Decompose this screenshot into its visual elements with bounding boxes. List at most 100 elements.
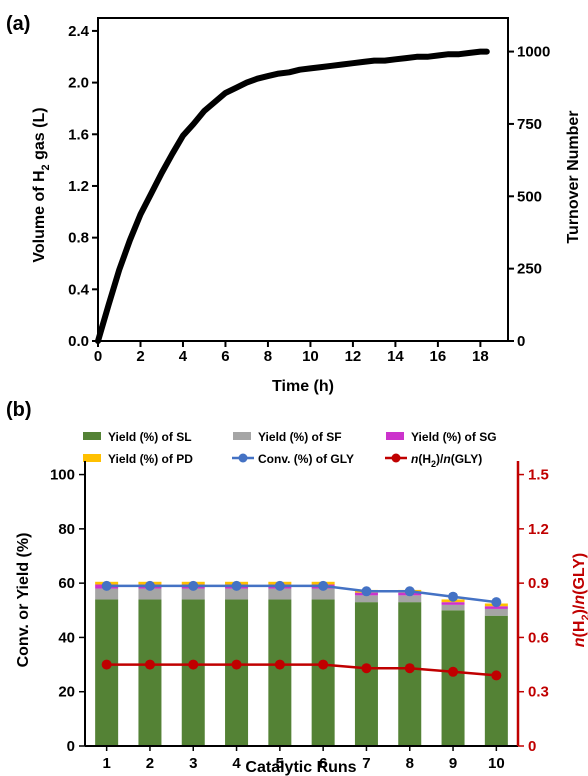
- panel-b-bar-segment: [181, 588, 205, 600]
- panel-b-series-point: [404, 586, 415, 597]
- panel-a-y-tick-label: 0.8: [68, 230, 89, 247]
- panel-b-x-tick-label: 4: [232, 755, 241, 772]
- panel-a-y-tick-label: 0.0: [68, 333, 89, 350]
- panel-a-y-tick-label: 1.6: [68, 126, 89, 143]
- panel-b-y-tick-label: 60: [58, 575, 75, 592]
- panel-b-bar-segment: [225, 588, 249, 600]
- legend-swatch: [386, 432, 404, 440]
- legend-label: Yield (%) of PD: [108, 452, 193, 466]
- panel-a-x-tick-label: 4: [179, 348, 188, 365]
- panel-a-y-tick-label: 2.4: [68, 23, 90, 40]
- panel-b-bar-segment: [398, 595, 422, 603]
- panel-a-x-tick-label: 6: [221, 348, 229, 365]
- panel-a-y-tick-label: 2.0: [68, 75, 89, 92]
- panel-a-x-tick-label: 2: [136, 348, 144, 365]
- panel-b-series-point: [361, 663, 372, 674]
- legend-label: n(H2)/n(GLY): [411, 452, 482, 469]
- panel-a-y2-tick-label: 1000: [517, 44, 550, 61]
- panel-b-bar-segment: [138, 588, 162, 600]
- panel-b-bar-segment: [95, 599, 119, 746]
- legend-swatch: [233, 432, 251, 440]
- panel-b-x-tick-label: 7: [362, 755, 370, 772]
- panel-a-x-tick-label: 16: [430, 348, 447, 365]
- panel-b-x-ticks: 1 2 3 4 5 6 7 8 9 10: [102, 746, 505, 772]
- legend-label: Yield (%) of SG: [411, 430, 497, 444]
- panel-b-series-point: [231, 659, 242, 670]
- panel-b-x-tick-label: 1: [102, 755, 110, 772]
- panel-b-series-point: [491, 597, 502, 608]
- panel-b-bar-segment: [354, 595, 378, 603]
- panel-a-plot-frame: [97, 17, 509, 342]
- panel-a-y2-axis-label: Turnover Number: [565, 110, 582, 243]
- panel-b-series-point: [274, 580, 285, 591]
- panel-b-y2-ticks: 0 0.3 0.6 0.9 1.2 1.5: [518, 467, 549, 755]
- panel-b-bar-segment: [95, 588, 119, 600]
- panel-a-y-label-sub: 2: [40, 164, 52, 170]
- panel-b-series-point: [448, 666, 459, 677]
- legend-label: Conv. (%) of GLY: [258, 452, 354, 466]
- panel-b-bar-segment: [354, 602, 378, 746]
- legend-swatch: [83, 432, 101, 440]
- panel-a-y-label-main: Volume of H: [31, 170, 48, 262]
- panel-a-x-tick-label: 18: [472, 348, 489, 365]
- panel-b-series-point: [101, 580, 112, 591]
- panel-b-series-point: [188, 659, 199, 670]
- panel-b-series-point: [361, 586, 372, 597]
- panel-a-h2-volume-curve: [95, 48, 490, 344]
- panel-b-y-tick-label: 40: [58, 629, 75, 646]
- panel-a-y-ticks: 0.0 0.4 0.8 1.2 1.6 2.0 2.4: [68, 23, 98, 350]
- panel-b-bars: [95, 581, 508, 746]
- panel-a-x-tick-label: 14: [387, 348, 404, 365]
- panel-b-y-tick-label: 20: [58, 684, 75, 701]
- panel-b-series-point: [101, 659, 112, 670]
- panel-b-series-point: [318, 659, 329, 670]
- panel-b-bar-segment: [311, 599, 335, 746]
- panel-b-series-point: [448, 591, 459, 602]
- legend-marker: [391, 453, 401, 463]
- panel-a-y-tick-label: 0.4: [68, 281, 90, 298]
- panel-a-label: (a): [6, 13, 30, 35]
- panel-b-x-tick-label: 3: [189, 755, 197, 772]
- panel-b-series-line: [106, 584, 497, 604]
- panel-b-x-tick-label: 5: [276, 755, 284, 772]
- panel-b-y-axis-label: Conv. or Yield (%): [15, 533, 32, 668]
- panel-b-bar-segment: [268, 588, 292, 600]
- panel-b-y2-tick-label: 0.6: [528, 629, 549, 646]
- panel-b-series-point: [231, 580, 242, 591]
- panel-a-y2-tick-label: 750: [517, 116, 542, 133]
- panel-b-y2-axis-label: n(H2)/n(GLY): [571, 553, 588, 647]
- panel-a-y2-tick-label: 250: [517, 261, 542, 278]
- panel-b-series-line: [106, 663, 497, 677]
- panel-b-series-point: [404, 663, 415, 674]
- panel-b-series-point: [318, 580, 329, 591]
- legend-label: Yield (%) of SF: [258, 430, 342, 444]
- panel-b-x-tick-label: 2: [146, 755, 154, 772]
- panel-b-bar-segment: [441, 602, 465, 605]
- panel-b-x-tick-label: 8: [406, 755, 414, 772]
- panel-a-x-tick-label: 8: [264, 348, 272, 365]
- panel-b-series-point: [274, 659, 285, 670]
- panel-b-legend: Yield (%) of SL Yield (%) of SF Yield (%) …: [83, 430, 497, 469]
- panel-b-y-tick-label: 80: [58, 521, 75, 538]
- panel-b-x-tick-label: 6: [319, 755, 327, 772]
- panel-b-bar-segment: [398, 602, 422, 746]
- panel-a-x-tick-label: 0: [94, 348, 102, 365]
- panel-a-x-ticks: 0 2 4 6 8 10 12 14 16 18: [94, 341, 489, 365]
- panel-b-bar-segment: [441, 610, 465, 746]
- panel-b-y-tick-label: 100: [50, 467, 75, 484]
- panel-b-bar-segment: [441, 604, 465, 611]
- panel-b-x-tick-label: 10: [488, 755, 505, 772]
- panel-a-y2-tick-label: 0: [517, 333, 525, 350]
- panel-a-y2-tick-label: 500: [517, 188, 542, 205]
- legend-swatch: [83, 454, 101, 462]
- panel-b-y2-tick-label: 0.3: [528, 684, 549, 701]
- panel-a-x-tick-label: 10: [302, 348, 319, 365]
- panel-b-lines: [101, 580, 502, 681]
- panel-a-y-label-tail: gas (L): [31, 107, 48, 164]
- panel-b-series-point: [144, 580, 155, 591]
- panel-b-bar-segment: [268, 599, 292, 746]
- panel-b-y2-tick-label: 0: [528, 738, 536, 755]
- panel-b-y2-tick-label: 1.2: [528, 521, 549, 538]
- panel-a-y-tick-label: 1.2: [68, 178, 89, 195]
